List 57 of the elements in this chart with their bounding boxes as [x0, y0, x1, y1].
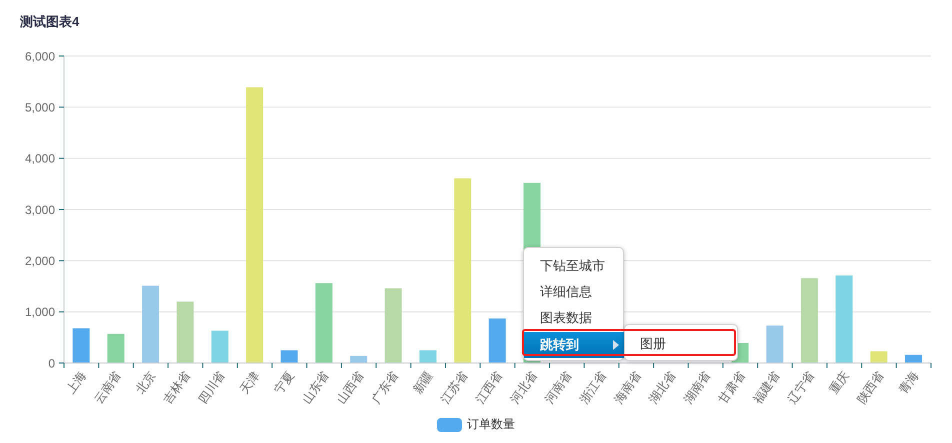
x-tick-label: 吉林省 [160, 368, 193, 406]
bar [315, 283, 332, 363]
x-tick-label: 甘肃省 [716, 368, 748, 406]
x-tick-label: 江西省 [472, 368, 505, 406]
annotation: 图册 [640, 335, 666, 353]
x-tick-label: 辽宁省 [784, 368, 818, 406]
bar [488, 318, 506, 363]
x-tick-label: 江苏省 [438, 368, 470, 406]
x-tick-label: 广东省 [368, 368, 401, 406]
x-tick-label: 湖北省 [646, 368, 678, 406]
x-tick-label: 重庆 [826, 368, 852, 396]
x-tick-label: 新疆 [410, 368, 436, 396]
annotation: 下钻至城市 [539, 257, 606, 275]
bar [107, 334, 124, 363]
x-tick-label: 陕西省 [854, 368, 886, 406]
bar [176, 302, 194, 363]
bar [72, 328, 90, 363]
bar [142, 286, 160, 363]
x-tick-label: 宁夏 [272, 368, 297, 396]
x-tick-label: 河北省 [508, 368, 540, 406]
x-tick-label: 云南省 [91, 368, 124, 406]
y-tick-label: 3,000 [24, 202, 56, 217]
bar [766, 326, 784, 363]
bar [800, 278, 818, 363]
annotation: 详细信息 [539, 283, 593, 301]
y-tick-label: 0 [48, 356, 56, 370]
x-tick-label: 天津 [236, 368, 262, 396]
x-tick-label: 上海 [64, 368, 89, 396]
bar [384, 288, 402, 363]
x-tick-label: 海南省 [612, 368, 644, 406]
bar [246, 87, 264, 363]
y-tick-label: 5,000 [24, 100, 56, 114]
x-tick-label: 福建省 [750, 368, 782, 406]
x-tick-label: 山东省 [299, 368, 332, 406]
x-tick-label: 河南省 [542, 368, 574, 406]
bar [419, 350, 436, 363]
y-tick-label: 2,000 [24, 254, 56, 268]
x-tick-label: 四川省 [195, 368, 228, 406]
bar [280, 350, 298, 363]
x-tick-label: 北京 [132, 368, 158, 396]
y-tick-label: 6,000 [24, 49, 56, 64]
bar [904, 354, 922, 363]
bar [454, 178, 472, 363]
y-tick-label: 1,000 [24, 305, 56, 320]
bar [211, 330, 228, 363]
x-tick-label: 山西省 [334, 368, 366, 406]
x-tick-label: 湖南省 [680, 368, 714, 406]
chart-title: 测试图表4 [20, 13, 80, 31]
x-tick-label: 青海 [896, 368, 922, 396]
bar [350, 356, 368, 363]
bar [836, 276, 853, 363]
annotation: 图表数据 [539, 309, 593, 327]
annotation: 跳转到 [524, 332, 624, 358]
x-tick-label: 浙江省 [576, 368, 609, 406]
legend-label: 订单数量 [467, 416, 515, 433]
y-tick-label: 4,000 [24, 152, 56, 166]
bar [870, 351, 888, 363]
